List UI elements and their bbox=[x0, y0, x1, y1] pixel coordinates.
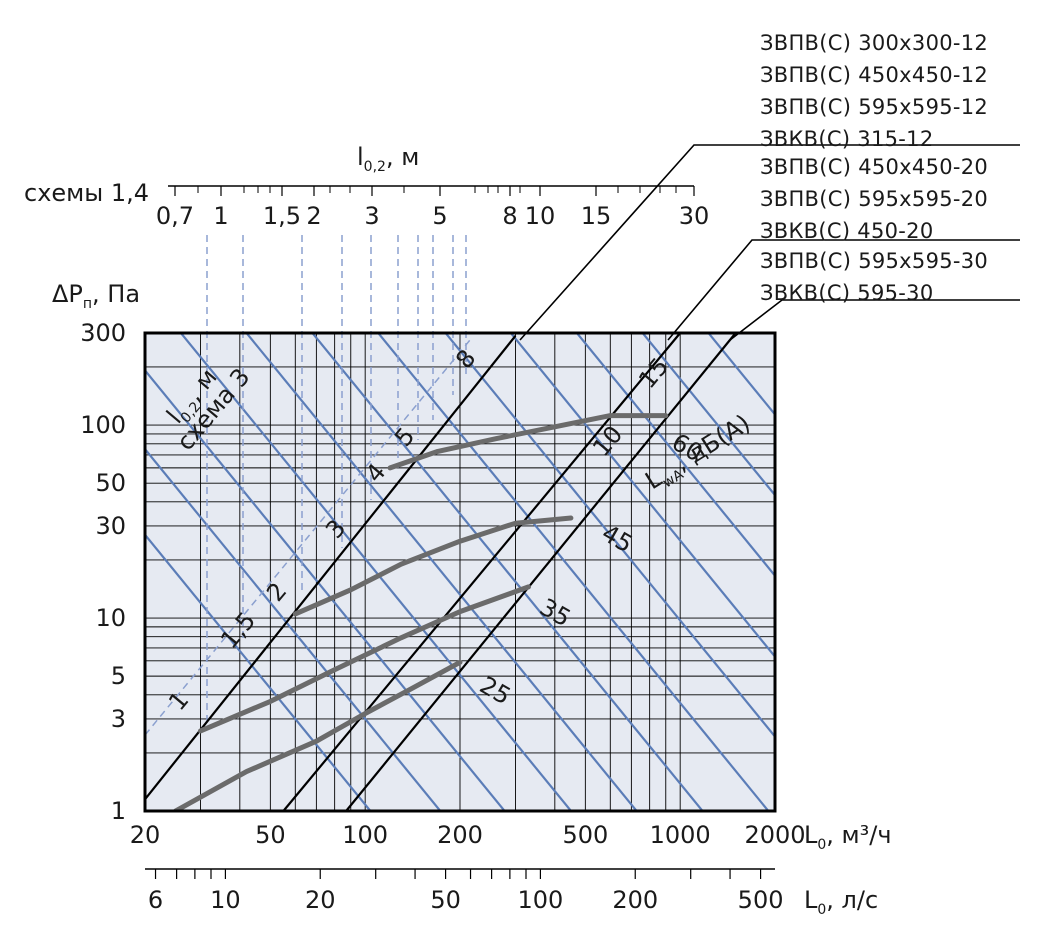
leader-line-2 bbox=[667, 239, 1020, 341]
lwa-line bbox=[310, 333, 704, 811]
lwa-line bbox=[145, 368, 507, 811]
legend-entry: ЗВПВ(С) 450х450-20 bbox=[760, 155, 988, 179]
top-tick-label: 10 bbox=[525, 202, 556, 230]
x2-tick-label: 200 bbox=[612, 886, 658, 914]
top-tick-label: 0,7 bbox=[156, 202, 194, 230]
x2-tick-label: 50 bbox=[430, 886, 461, 914]
duct-lines bbox=[144, 332, 737, 812]
y-tick-label: 100 bbox=[80, 411, 126, 439]
legend-entry: ЗВПВ(С) 595х595-30 bbox=[760, 249, 988, 273]
x-tick-label: 20 bbox=[130, 821, 161, 849]
x2-ticks bbox=[154, 869, 762, 879]
plot-frame bbox=[143, 331, 777, 813]
lwa-line bbox=[145, 447, 442, 811]
top-tick-label: 3 bbox=[364, 202, 379, 230]
noise-curves bbox=[173, 413, 669, 811]
lwa-line bbox=[575, 333, 775, 578]
leader-line-1 bbox=[519, 144, 1020, 341]
lwa-line bbox=[179, 333, 573, 811]
duct-line-3 bbox=[345, 332, 737, 812]
top-tick-label: 1,5 bbox=[263, 202, 301, 230]
x-tick-label: 100 bbox=[342, 821, 388, 849]
legend-leaders bbox=[519, 144, 1020, 341]
y-tick-label: 10 bbox=[95, 604, 126, 632]
x2-tick-label: 20 bbox=[305, 886, 336, 914]
legend-entry: ЗВПВ(С) 595х595-20 bbox=[760, 187, 988, 211]
lwa-line bbox=[376, 333, 770, 811]
top-tick-label: 15 bbox=[581, 202, 612, 230]
top-tick-label: 5 bbox=[432, 202, 447, 230]
throw-dashed-lines bbox=[144, 235, 471, 736]
y-tick-label: 50 bbox=[95, 469, 126, 497]
lwa-line bbox=[641, 333, 775, 497]
legend-entry: ЗВКВ(С) 315-12 bbox=[760, 127, 934, 151]
x-tick-label: 200 bbox=[437, 821, 483, 849]
y-tick-label: 300 bbox=[80, 319, 126, 347]
top-axis-label: l0,2, м bbox=[357, 143, 419, 175]
lwa-line bbox=[245, 333, 639, 811]
y-tick-label: 30 bbox=[95, 512, 126, 540]
legend-entry: ЗВПВ(С) 595х595-12 bbox=[760, 95, 988, 119]
lwa-line bbox=[444, 333, 775, 739]
x2-tick-label: 6 bbox=[148, 886, 163, 914]
duct-line-2 bbox=[282, 332, 682, 812]
x2-tick-label: 10 bbox=[210, 886, 241, 914]
legend-entry: ЗВКВ(С) 450-20 bbox=[760, 219, 934, 243]
top-axis-prefix: схемы 1,4 bbox=[24, 179, 149, 207]
noise-curve-35 bbox=[198, 584, 531, 734]
x2-axis-label: L0, л/с bbox=[804, 886, 878, 918]
top-tick-label: 2 bbox=[306, 202, 321, 230]
throw-diagonal bbox=[144, 339, 471, 736]
x-axis-label: L0, м³/ч bbox=[804, 821, 892, 853]
x-tick-label: 500 bbox=[562, 821, 608, 849]
x-tick-label: 2000 bbox=[744, 821, 805, 849]
leader-line-3 bbox=[729, 299, 1020, 341]
noise-curve-45 bbox=[292, 515, 574, 617]
duct-line-1 bbox=[144, 335, 517, 800]
x-tick-label: 1000 bbox=[650, 821, 711, 849]
top-tick-label: 30 bbox=[679, 202, 710, 230]
top-tick-label: 8 bbox=[502, 202, 517, 230]
y-tick-label: 1 bbox=[111, 797, 126, 825]
x-tick-label: 50 bbox=[255, 821, 286, 849]
noise-curve-25 bbox=[173, 659, 463, 811]
y-tick-label: 5 bbox=[111, 662, 126, 690]
noise-curve-60 bbox=[387, 413, 669, 471]
legend: ЗВПВ(С) 300х300-12 ЗВПВ(С) 450х450-12 ЗВПВ… bbox=[760, 31, 988, 305]
top-tick-label: 1 bbox=[213, 202, 228, 230]
y-axis-label: ΔPп, Па bbox=[52, 280, 140, 312]
legend-entry: ЗВПВ(С) 450х450-12 bbox=[760, 63, 988, 87]
legend-entry: ЗВКВ(С) 595-30 bbox=[760, 281, 934, 305]
x2-tick-label: 100 bbox=[518, 886, 564, 914]
lwa-line bbox=[509, 333, 775, 659]
y-tick-label: 3 bbox=[111, 705, 126, 733]
legend-entry: ЗВПВ(С) 300х300-12 bbox=[760, 31, 988, 55]
x2-tick-label: 500 bbox=[738, 886, 784, 914]
